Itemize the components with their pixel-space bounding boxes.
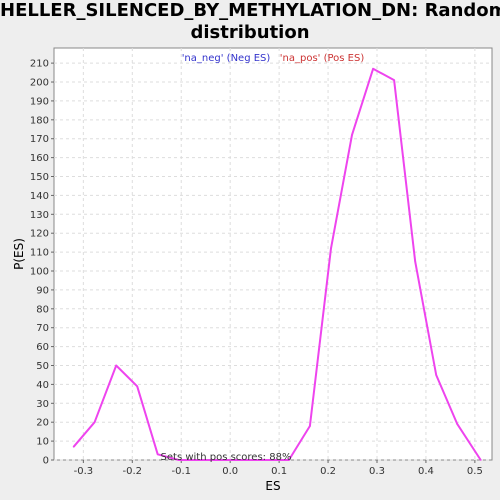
data-point: [393, 79, 395, 81]
data-point: [372, 67, 374, 70]
y-axis: 0 10 20 30 40 50 60 70 80 90 100 110 120 130 140 150 160…: [30, 59, 54, 467]
x-axis-label: ES: [265, 479, 280, 493]
y-tick-label: 0: [43, 456, 49, 467]
x-tick-label: -0.1: [171, 466, 191, 477]
y-tick-label: 160: [30, 153, 49, 164]
legend-entry-pos: 'na_pos' (Pos ES): [280, 53, 365, 64]
y-tick-label: 90: [36, 285, 49, 296]
plot-area: [53, 47, 493, 461]
y-tick-label: 200: [30, 78, 49, 89]
y-tick-label: 30: [36, 399, 49, 410]
x-tick-label: 0.1: [271, 466, 287, 477]
series-group: [72, 67, 482, 461]
chart-title-line-1: HELLER_SILENCED_BY_METHYLATION_DN: Rando…: [0, 0, 500, 21]
chart-title: HELLER_SILENCED_BY_METHYLATION_DN: Rando…: [0, 0, 500, 44]
y-tick-label: 180: [30, 115, 49, 126]
y-tick-label: 190: [30, 96, 49, 107]
y-tick-label: 120: [30, 229, 49, 240]
annotation-pos-scores: Sets with pos scores: 88%: [161, 452, 292, 463]
y-tick-label: 170: [30, 134, 49, 145]
y-tick-label: 60: [36, 342, 49, 353]
y-tick-label: 140: [30, 191, 49, 202]
x-tick-label: -0.3: [74, 466, 94, 477]
data-point: [241, 459, 243, 461]
x-tick-label: 0.2: [320, 466, 336, 477]
data-point: [262, 459, 264, 461]
x-tick-label: 0.4: [418, 466, 434, 477]
data-point: [199, 459, 201, 461]
x-tick-label: 0.0: [222, 466, 238, 477]
data-point: [283, 459, 285, 461]
data-point: [351, 134, 353, 136]
y-tick-label: 70: [36, 323, 49, 334]
data-point: [72, 445, 75, 448]
y-axis-label: P(ES): [12, 238, 26, 270]
data-point: [309, 425, 311, 427]
y-tick-label: 20: [36, 418, 49, 429]
data-point: [479, 459, 482, 461]
y-tick-label: 110: [30, 248, 49, 259]
y-tick-label: 10: [36, 437, 49, 448]
data-point: [177, 459, 180, 461]
y-tick-label: 50: [36, 361, 49, 372]
x-tick-label: 0.3: [369, 466, 385, 477]
x-axis: -0.3 -0.2 -0.1 0.0 0.1 0.2 0.3 0.4 0.5: [74, 460, 483, 477]
data-point: [136, 385, 138, 388]
data-point: [156, 453, 159, 456]
x-tick-label: 0.5: [467, 466, 483, 477]
x-tick-label: -0.2: [123, 466, 143, 477]
data-point: [456, 423, 459, 425]
y-tick-label: 150: [30, 172, 49, 183]
data-point: [330, 247, 332, 250]
chart-title-line-2: distribution: [190, 22, 310, 43]
data-point: [220, 459, 222, 461]
y-tick-label: 130: [30, 210, 49, 221]
y-tick-label: 210: [30, 59, 49, 70]
data-point: [115, 364, 117, 367]
grid: [54, 48, 492, 461]
y-tick-label: 100: [30, 267, 49, 278]
y-tick-label: 80: [36, 304, 49, 315]
data-point: [435, 374, 438, 376]
data-point: [93, 421, 96, 424]
data-point: [414, 260, 416, 263]
legend-entry-neg: 'na_neg' (Neg ES): [182, 53, 271, 64]
y-tick-label: 40: [36, 380, 49, 391]
data-point: [288, 459, 290, 461]
